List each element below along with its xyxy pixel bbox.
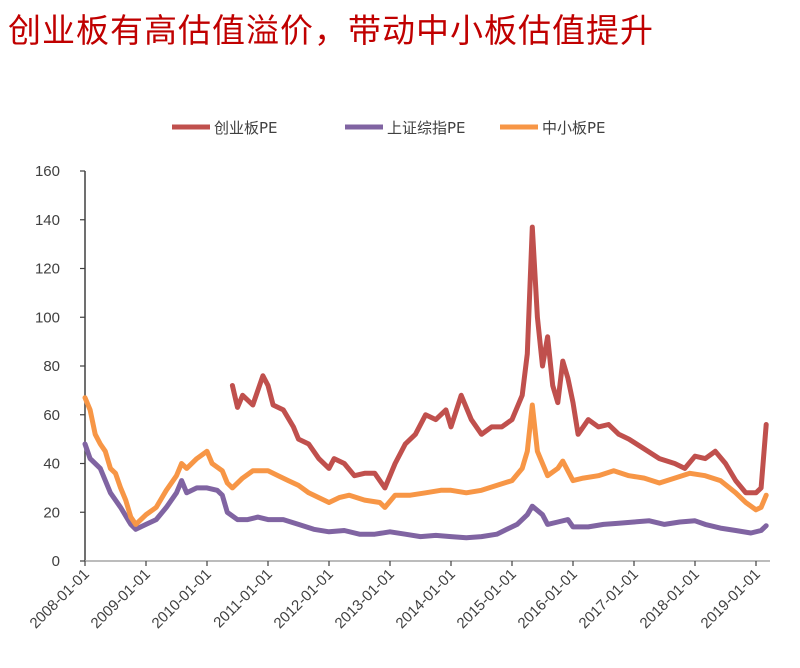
legend-label-0: 创业板PE: [214, 119, 278, 137]
legend-label-2: 中小板PE: [542, 119, 606, 137]
y-tick-label: 20: [43, 504, 60, 521]
x-tick-label: 2010-01-01: [149, 566, 215, 632]
x-tick-label: 2019-01-01: [698, 566, 764, 632]
y-tick-label: 80: [43, 358, 60, 375]
y-tick-label: 140: [35, 212, 60, 229]
x-tick-label: 2014-01-01: [393, 566, 459, 632]
x-tick-label: 2009-01-01: [88, 566, 154, 632]
x-tick-label: 2008-01-01: [27, 566, 93, 632]
x-tick-label: 2016-01-01: [515, 566, 581, 632]
chart-title: 创业板有高估值溢价，带动中小板估值提升: [8, 11, 654, 50]
series-line-1: [82, 441, 769, 541]
y-tick-label: 60: [43, 407, 60, 424]
series-line-0: [229, 224, 769, 496]
y-tick-label: 160: [35, 163, 60, 180]
x-tick-label: 2013-01-01: [332, 566, 398, 632]
x-tick-label: 2012-01-01: [271, 566, 337, 632]
y-tick-label: 0: [52, 553, 60, 570]
x-tick-label: 2017-01-01: [576, 566, 642, 632]
y-tick-label: 120: [35, 261, 60, 278]
series-line-2: [82, 395, 769, 527]
x-tick-label: 2015-01-01: [454, 566, 520, 632]
y-tick-label: 100: [35, 309, 60, 326]
x-tick-label: 2011-01-01: [210, 566, 275, 631]
legend-label-1: 上证综指PE: [387, 119, 466, 137]
y-tick-label: 40: [43, 456, 60, 473]
x-tick-label: 2018-01-01: [637, 566, 703, 632]
